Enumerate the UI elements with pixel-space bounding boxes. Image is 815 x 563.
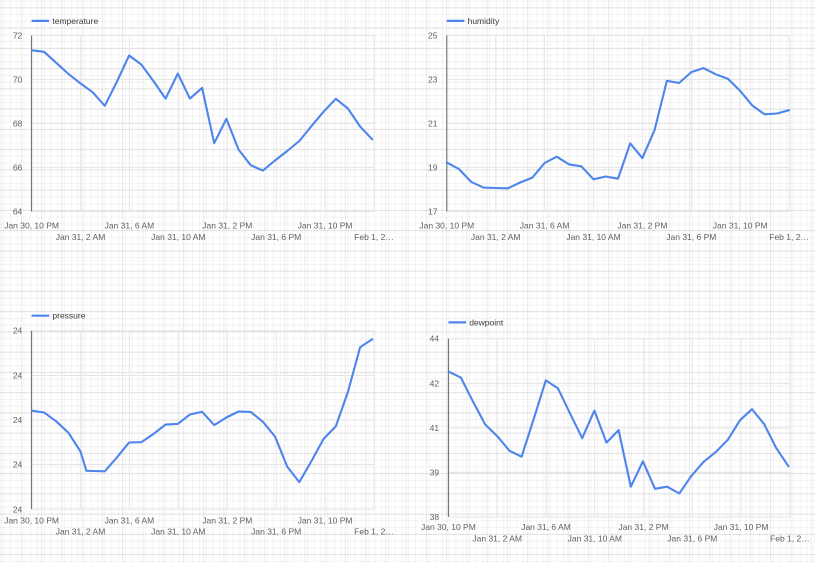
svg-text:Jan 31, 10 AM: Jan 31, 10 AM [151,232,205,242]
svg-text:dewpoint: dewpoint [469,317,504,327]
svg-text:Jan 31, 6 PM: Jan 31, 6 PM [251,527,301,537]
svg-text:Jan 31, 10 PM: Jan 31, 10 PM [713,221,768,231]
svg-text:Jan 31, 6 PM: Jan 31, 6 PM [666,232,716,242]
svg-text:Jan 31, 2 AM: Jan 31, 2 AM [56,232,106,242]
svg-text:Jan 31, 6 AM: Jan 31, 6 AM [105,515,155,525]
svg-text:Feb 1, 2…: Feb 1, 2… [354,527,394,537]
svg-text:17: 17 [428,207,438,217]
svg-text:Jan 31, 2 PM: Jan 31, 2 PM [202,515,252,525]
svg-text:Jan 31, 2 PM: Jan 31, 2 PM [202,221,252,231]
svg-text:38: 38 [430,512,440,522]
svg-text:Jan 31, 10 PM: Jan 31, 10 PM [298,221,353,231]
svg-text:Jan 31, 2 PM: Jan 31, 2 PM [618,522,668,532]
svg-text:Feb 1, 2…: Feb 1, 2… [769,232,809,242]
svg-text:Jan 30, 10 PM: Jan 30, 10 PM [4,221,59,231]
svg-text:23: 23 [428,75,438,85]
svg-text:24: 24 [13,504,23,514]
svg-text:24: 24 [13,326,23,336]
svg-text:Jan 31, 6 PM: Jan 31, 6 PM [251,232,301,242]
svg-text:64: 64 [13,207,23,217]
svg-text:temperature: temperature [52,16,98,26]
svg-text:Jan 31, 6 AM: Jan 31, 6 AM [521,522,571,532]
svg-text:41: 41 [430,423,440,433]
svg-text:24: 24 [13,370,23,380]
svg-text:Jan 31, 10 AM: Jan 31, 10 AM [566,232,620,242]
svg-text:Jan 31, 6 PM: Jan 31, 6 PM [667,533,717,543]
svg-text:21: 21 [428,119,438,129]
svg-text:Jan 31, 10 AM: Jan 31, 10 AM [568,533,622,543]
svg-text:39: 39 [430,467,440,477]
svg-text:Jan 31, 6 AM: Jan 31, 6 AM [105,221,155,231]
svg-text:66: 66 [13,163,23,173]
svg-text:44: 44 [430,334,440,344]
svg-text:Jan 30, 10 PM: Jan 30, 10 PM [4,515,59,525]
svg-text:24: 24 [13,415,23,425]
svg-text:pressure: pressure [52,311,85,321]
svg-text:Jan 31, 6 AM: Jan 31, 6 AM [520,221,570,231]
svg-text:68: 68 [13,119,23,129]
svg-text:Feb 1, 2…: Feb 1, 2… [354,232,394,242]
svg-text:Jan 31, 2 AM: Jan 31, 2 AM [472,533,522,543]
svg-text:70: 70 [13,75,23,85]
svg-text:25: 25 [428,31,438,41]
svg-text:Jan 31, 2 AM: Jan 31, 2 AM [56,527,106,537]
svg-text:19: 19 [428,163,438,173]
svg-text:Jan 30, 10 PM: Jan 30, 10 PM [419,221,474,231]
svg-text:Feb 1, 2…: Feb 1, 2… [770,533,810,543]
svg-text:Jan 31, 10 PM: Jan 31, 10 PM [298,515,353,525]
svg-text:Jan 31, 10 AM: Jan 31, 10 AM [151,527,205,537]
svg-text:42: 42 [430,378,440,388]
svg-text:24: 24 [13,460,23,470]
svg-text:Jan 30, 10 PM: Jan 30, 10 PM [421,522,476,532]
svg-text:Jan 31, 2 AM: Jan 31, 2 AM [471,232,521,242]
svg-text:humidity: humidity [468,16,500,26]
svg-text:72: 72 [13,31,23,41]
svg-text:Jan 31, 10 PM: Jan 31, 10 PM [714,522,769,532]
svg-text:Jan 31, 2 PM: Jan 31, 2 PM [617,221,667,231]
